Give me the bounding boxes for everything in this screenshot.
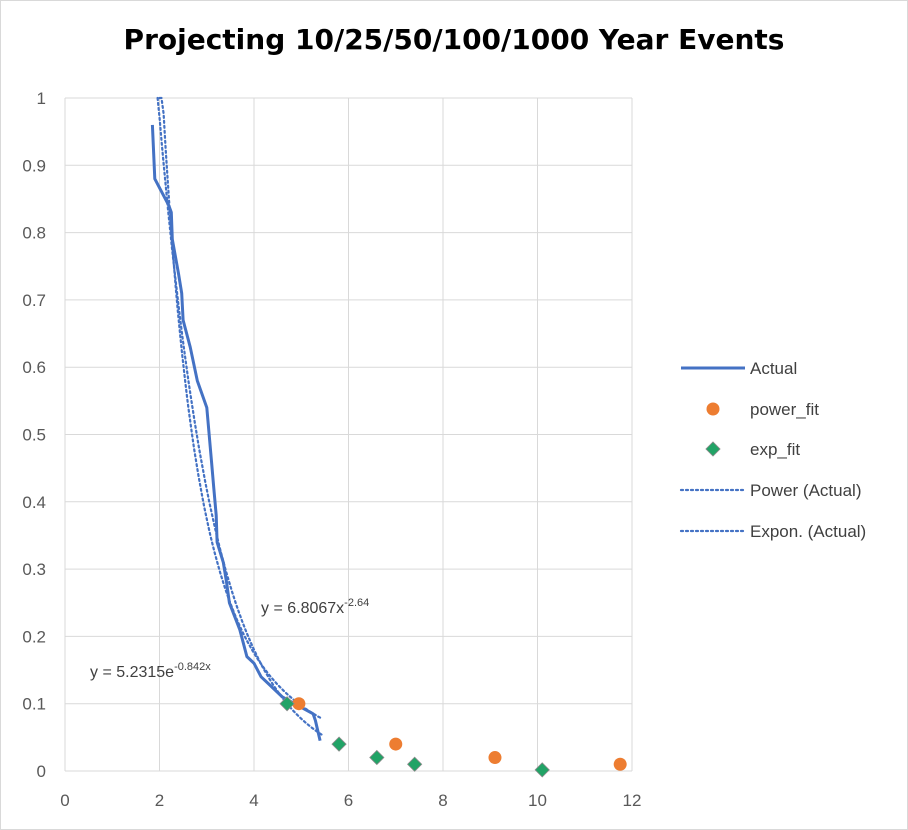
legend-label: Power (Actual) (750, 481, 861, 500)
x-tick-label: 2 (155, 791, 164, 810)
exp-fit-point (279, 696, 295, 712)
trendline-equation: y = 5.2315e-0.842x (90, 661, 211, 681)
y-tick-label: 0.7 (22, 291, 46, 310)
x-tick-label: 10 (528, 791, 547, 810)
power-fit-point (488, 751, 502, 765)
y-tick-label: 0.6 (22, 358, 46, 377)
x-tick-label: 12 (623, 791, 642, 810)
exp-fit-point (331, 736, 347, 752)
exp-trendline (156, 96, 324, 737)
x-tick-label: 0 (60, 791, 69, 810)
power-trendline (158, 96, 324, 720)
y-tick-label: 0 (37, 762, 46, 781)
y-tick-label: 0.5 (22, 426, 46, 445)
y-tick-label: 0.1 (22, 695, 46, 714)
y-tick-label: 1 (37, 89, 46, 108)
x-tick-label: 4 (249, 791, 258, 810)
legend-label: Expon. (Actual) (750, 522, 866, 541)
power-fit-point (389, 737, 403, 751)
y-tick-label: 0.3 (22, 560, 46, 579)
y-tick-label: 0.2 (22, 627, 46, 646)
legend-diamond-swatch (705, 441, 721, 457)
x-tick-label: 6 (344, 791, 353, 810)
power-fit-point (613, 757, 627, 771)
y-tick-label: 0.9 (22, 156, 46, 175)
power-fit-point (292, 697, 306, 711)
x-tick-label: 8 (438, 791, 447, 810)
exp-fit-point (407, 756, 423, 772)
actual-line (150, 124, 322, 742)
exp-fit-point (534, 762, 550, 778)
y-tick-label: 0.8 (22, 224, 46, 243)
legend-label: Actual (750, 359, 797, 378)
exp-fit-point (369, 749, 385, 766)
legend-label: exp_fit (750, 440, 800, 459)
trendline-equation: y = 6.8067x-2.64 (261, 597, 369, 617)
legend-label: power_fit (750, 400, 819, 419)
legend-circle-swatch (706, 402, 720, 416)
chart-title: Projecting 10/25/50/100/1000 Year Events (123, 23, 785, 56)
y-tick-label: 0.4 (22, 493, 46, 512)
